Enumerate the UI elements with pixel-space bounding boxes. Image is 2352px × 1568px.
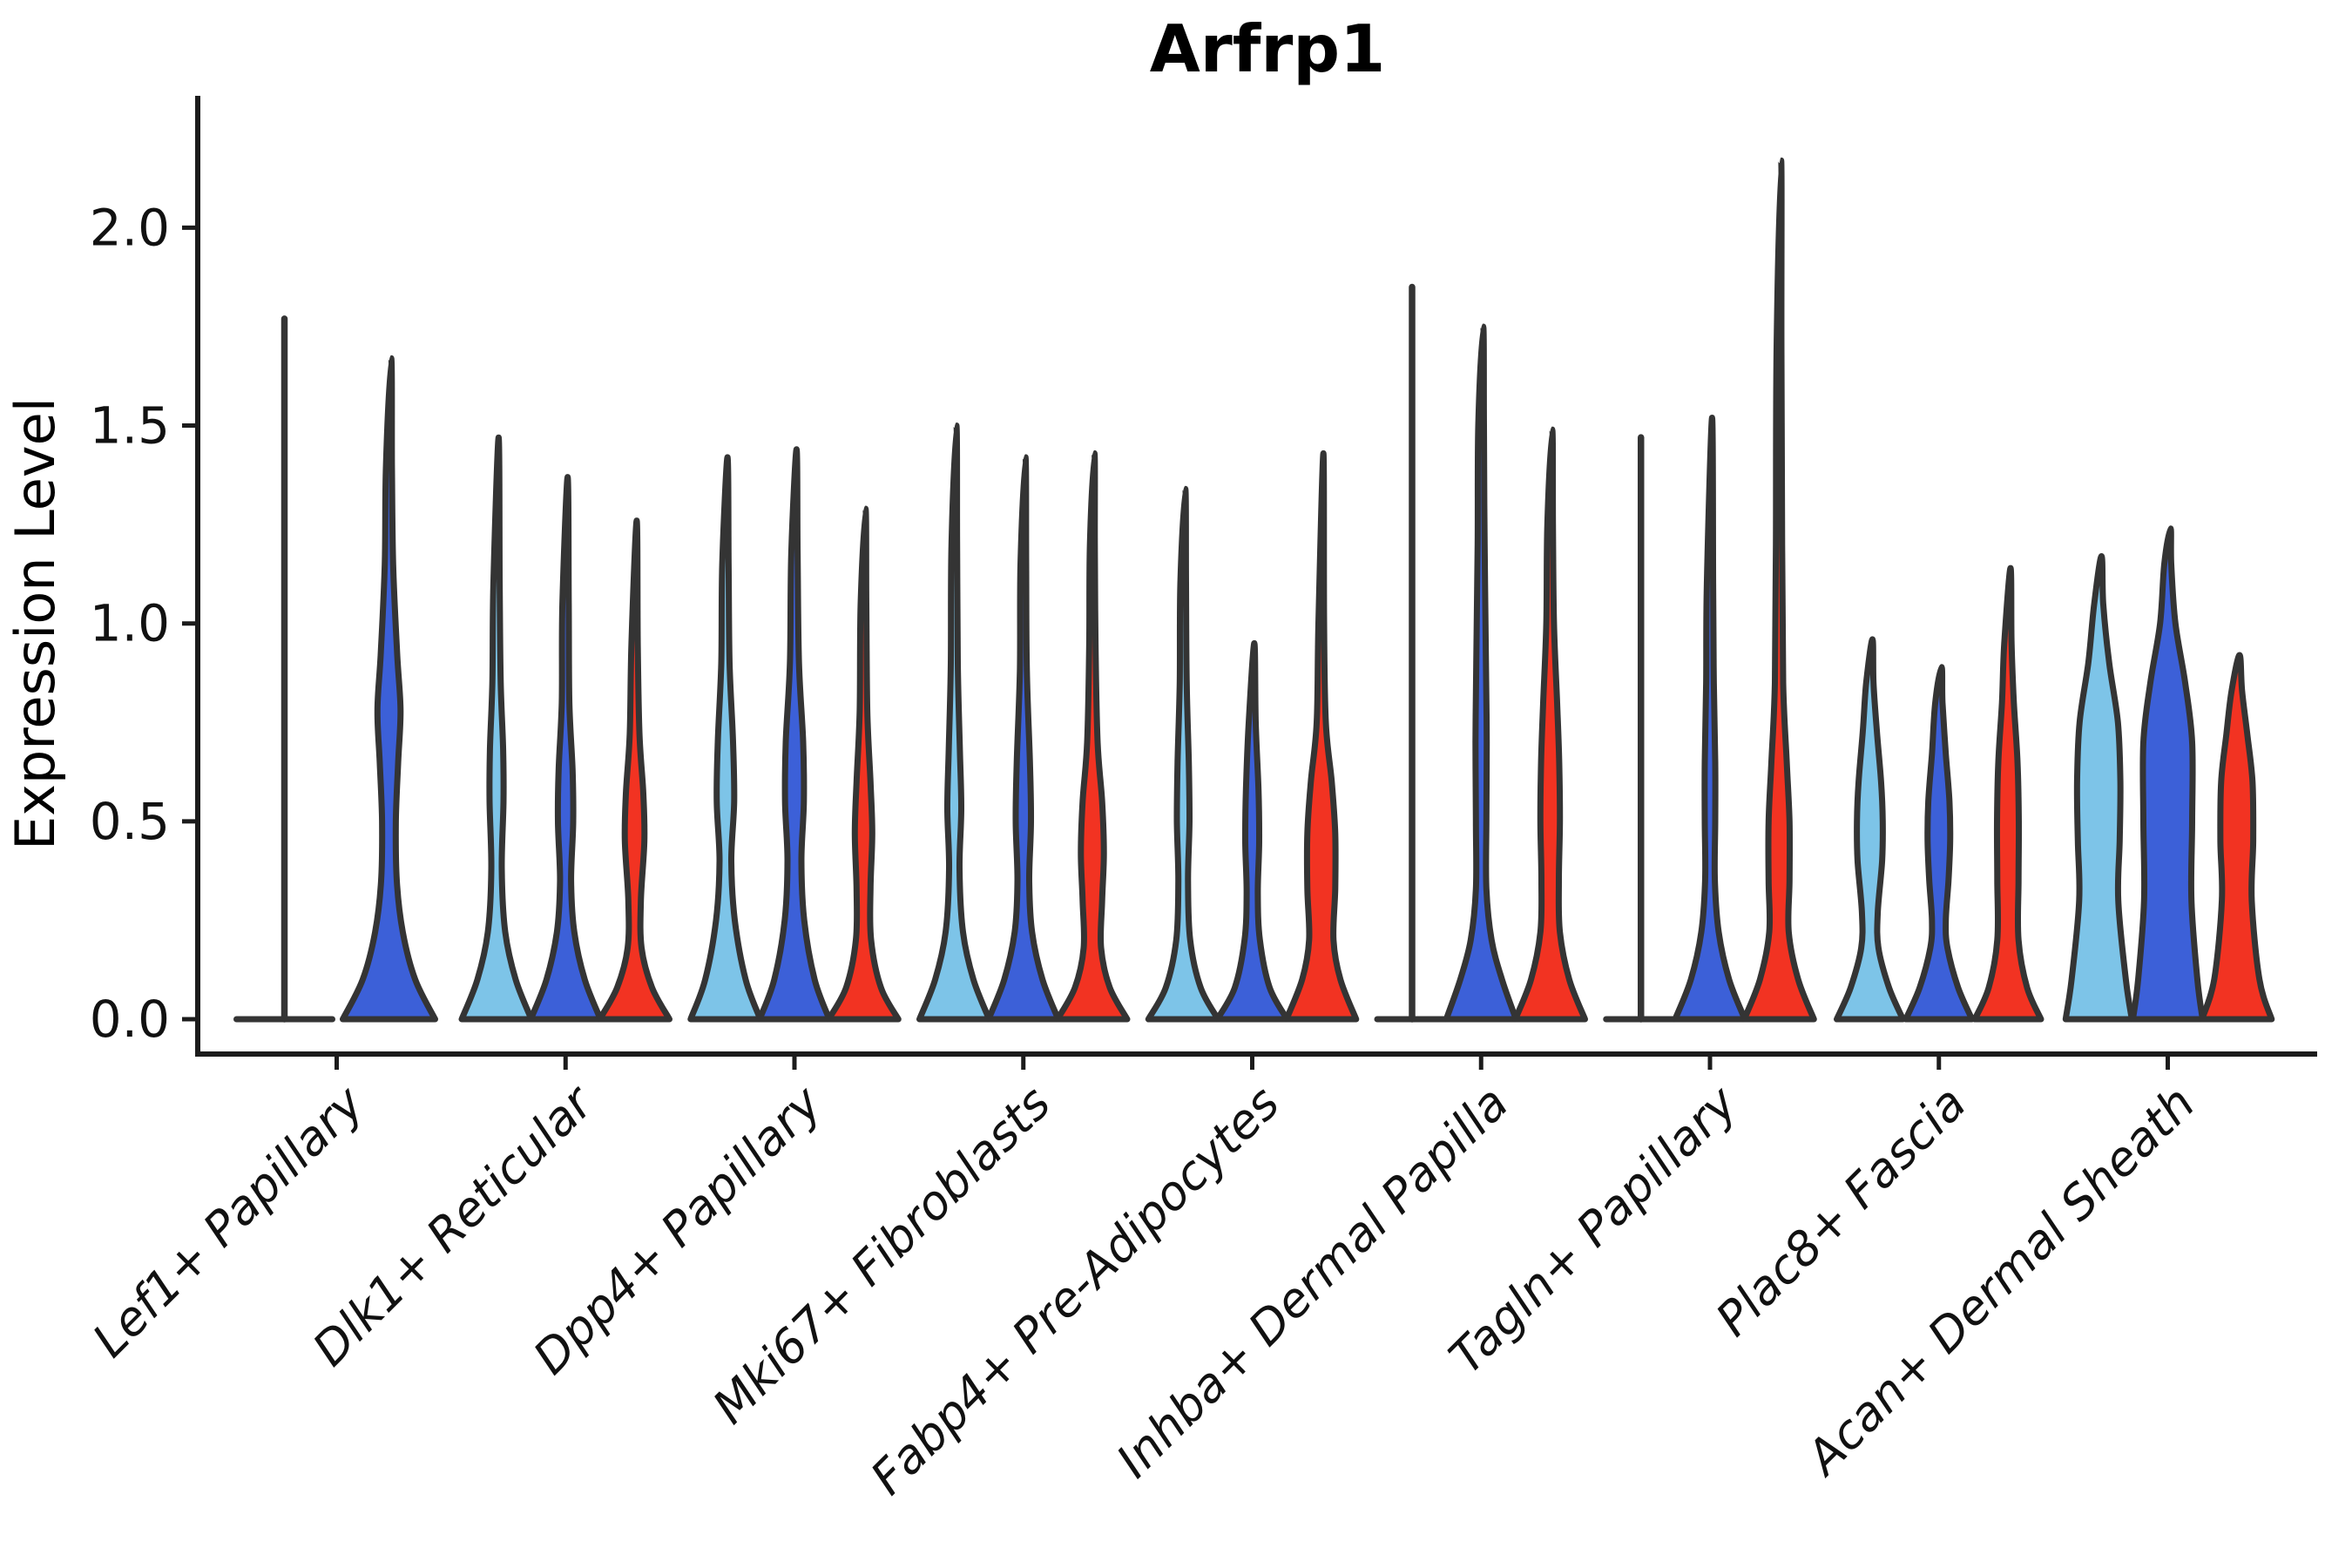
violin-plac8-light_blue [1834,636,1906,1023]
violin-inhba-light_blue [1374,283,1450,1023]
violin-lef1-dark_blue [340,355,438,1023]
violin-dlk1-light_blue [458,434,535,1023]
violin-acan-red [2199,652,2275,1023]
violin-mki67-red [1054,449,1131,1023]
axes-layer [182,96,2317,1070]
violin-body [1834,636,1906,1023]
violin-inhba-dark_blue [1443,323,1519,1023]
violin-body [458,434,535,1023]
violin-tagln-light_blue [1603,434,1680,1023]
violin-plac8-dark_blue [1903,664,1976,1023]
y-tick-label: 1.0 [90,594,170,653]
violin-body [527,474,604,1023]
violin-plac8-red [1971,564,2044,1023]
violin-acan-dark_blue [2130,525,2206,1023]
violin-body [1214,639,1290,1023]
violin-body [2062,553,2135,1023]
violin-body [1672,415,1748,1023]
y-axis-label: Expression Level [3,397,67,850]
violin-body [1512,426,1588,1023]
y-tick-label: 1.5 [90,396,170,456]
violin-body [916,422,992,1023]
violin-mki67-dark_blue [985,454,1062,1023]
violin-inhba-red [1512,426,1588,1023]
x-tick-label: Inhba+ Dermal Papilla [1106,1076,1519,1489]
violin-body [2199,652,2275,1023]
violin-tagln-dark_blue [1672,415,1748,1023]
violin-fabp4-red [1283,449,1360,1023]
x-tick-label: Acan+ Dermal Sheath [1794,1076,2206,1487]
violin-body [1145,485,1221,1023]
violin-dlk1-red [597,517,672,1023]
y-tick-label: 2.0 [90,198,170,257]
violin-body [1054,449,1131,1023]
violin-lef1-light_blue [233,315,335,1023]
violin-body [340,355,438,1023]
violin-body [597,517,672,1023]
violin-body [1740,157,1817,1023]
violins-layer [233,157,2275,1023]
y-tick-label: 0.0 [90,990,170,1049]
violin-body [825,505,902,1023]
violin-body [985,454,1062,1023]
violin-fabp4-light_blue [1145,485,1221,1023]
violin-tagln-red [1740,157,1817,1023]
violin-body [687,454,764,1023]
violin-body [1903,664,1976,1023]
violin-fabp4-dark_blue [1214,639,1290,1023]
violin-body [2130,525,2206,1023]
violin-body [756,446,833,1023]
violin-acan-light_blue [2062,553,2135,1023]
violin-dlk1-dark_blue [527,474,604,1023]
y-tick-label: 0.5 [90,792,170,851]
violin-body [1283,449,1360,1023]
x-tick-label: Fabp4+ Pre-Adipocytes [860,1076,1289,1505]
violin-body [1971,564,2044,1023]
plot-title: Arfrp1 [1150,10,1386,87]
violin-mki67-light_blue [916,422,992,1023]
violin-dpp4-red [825,505,902,1023]
violin-dpp4-light_blue [687,454,764,1023]
violin-body [1443,323,1519,1023]
violin-dpp4-dark_blue [756,446,833,1023]
